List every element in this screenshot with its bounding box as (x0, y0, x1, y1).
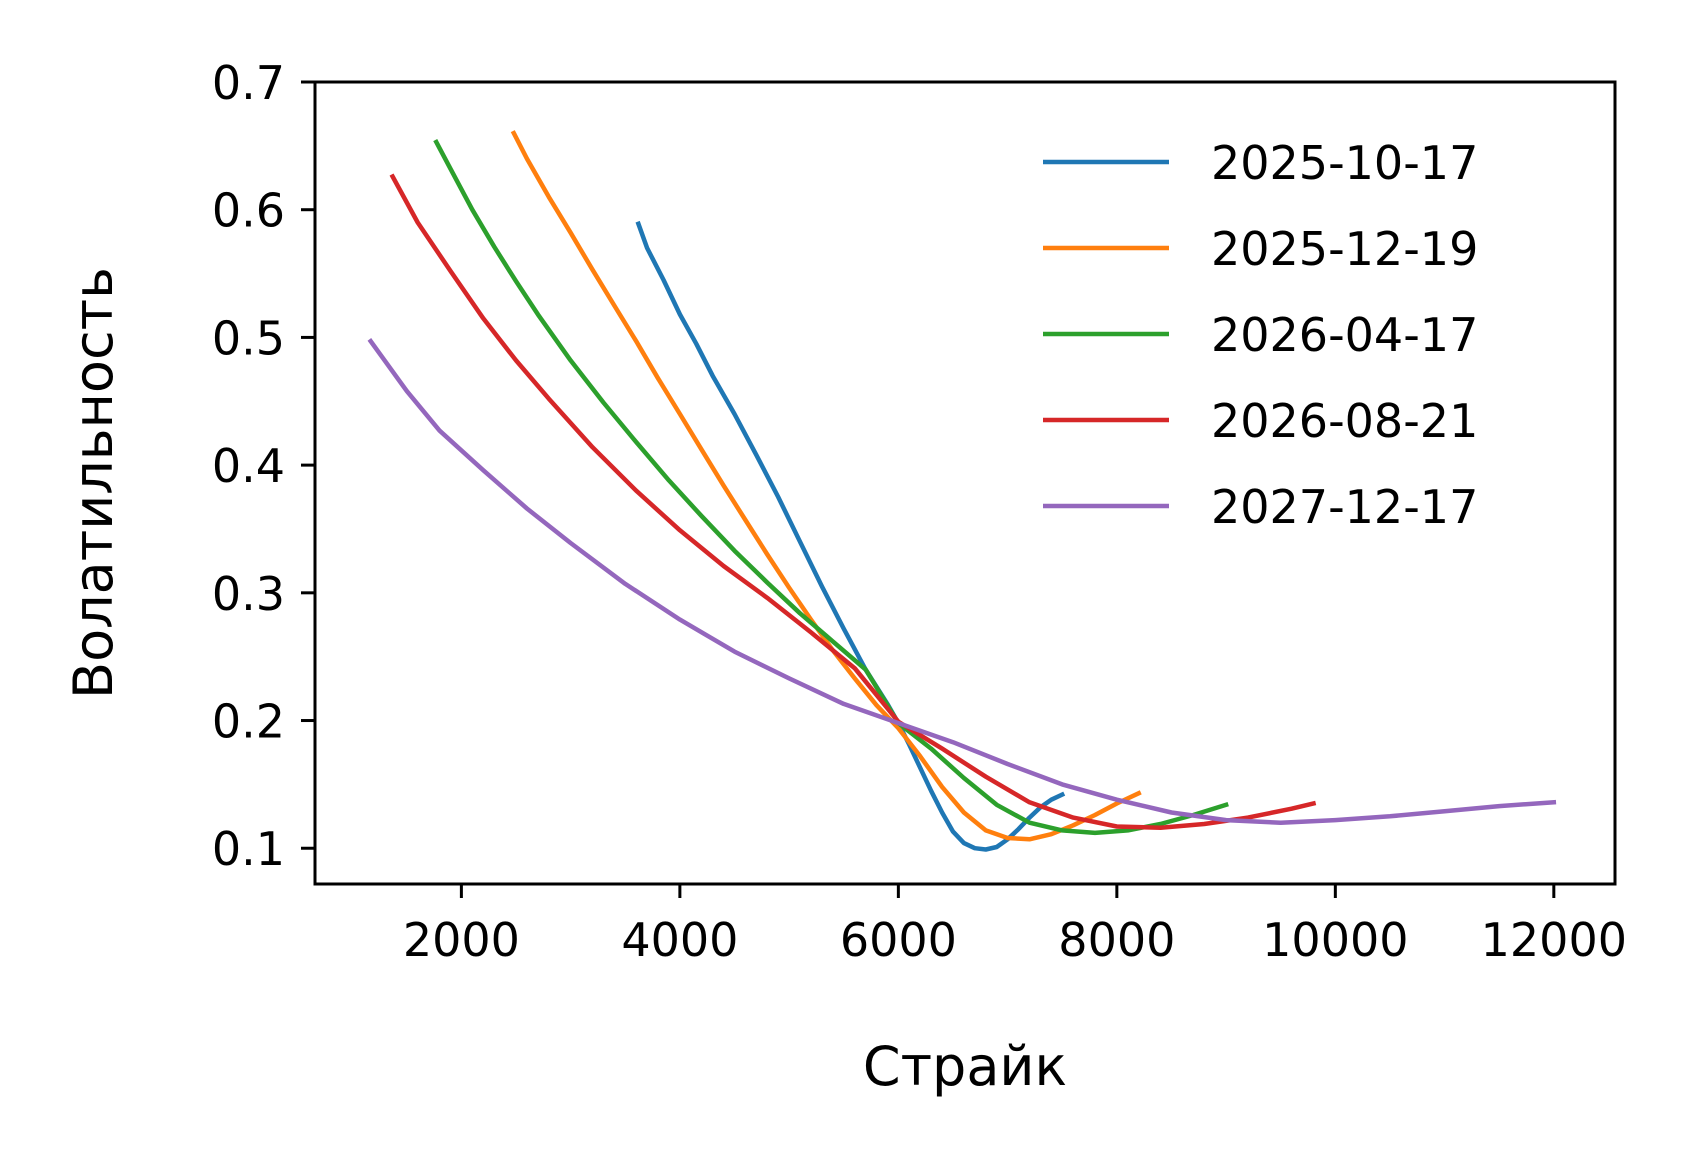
legend-label: 2025-10-17 (1211, 136, 1478, 190)
x-tick-label: 10000 (1262, 913, 1408, 967)
y-tick-label: 0.7 (212, 56, 285, 110)
series-line-2026-04-17 (433, 138, 1229, 836)
y-tick-label: 0.5 (212, 311, 285, 365)
y-tick-label: 0.2 (212, 695, 285, 749)
y-tick-label: 0.4 (212, 439, 285, 493)
legend-label: 2025-12-19 (1211, 222, 1478, 276)
x-tick-label: 2000 (403, 913, 520, 967)
y-tick-label: 0.3 (212, 567, 285, 621)
x-tick-label: 4000 (621, 913, 738, 967)
y-axis-ticks: 0.1 0.2 0.3 0.4 0.5 0.6 0.7 (212, 56, 315, 876)
series-line-2027-12-17 (367, 338, 1557, 825)
legend-label: 2026-08-21 (1211, 394, 1478, 448)
y-tick-label: 0.1 (212, 822, 285, 876)
x-tick-label: 8000 (1058, 913, 1175, 967)
series-line-2026-08-21 (389, 173, 1317, 831)
plot-frame (313, 80, 1617, 886)
x-axis-label: Страйк (863, 1035, 1067, 1098)
x-tick-label: 12000 (1481, 913, 1627, 967)
x-tick-label: 6000 (840, 913, 957, 967)
legend: 2025-10-17 2025-12-19 2026-04-17 2026-08-21… (1043, 136, 1478, 534)
x-axis-ticks: 2000 4000 6000 8000 10000 12000 (403, 884, 1627, 967)
series-line-2025-10-17 (635, 220, 1066, 852)
y-axis-label: Волатильность (62, 267, 125, 699)
series-line-2025-12-19 (510, 130, 1142, 842)
legend-label: 2027-12-17 (1211, 480, 1478, 534)
series-layer (367, 130, 1557, 852)
y-tick-label: 0.6 (212, 184, 285, 238)
legend-label: 2026-04-17 (1211, 308, 1478, 362)
